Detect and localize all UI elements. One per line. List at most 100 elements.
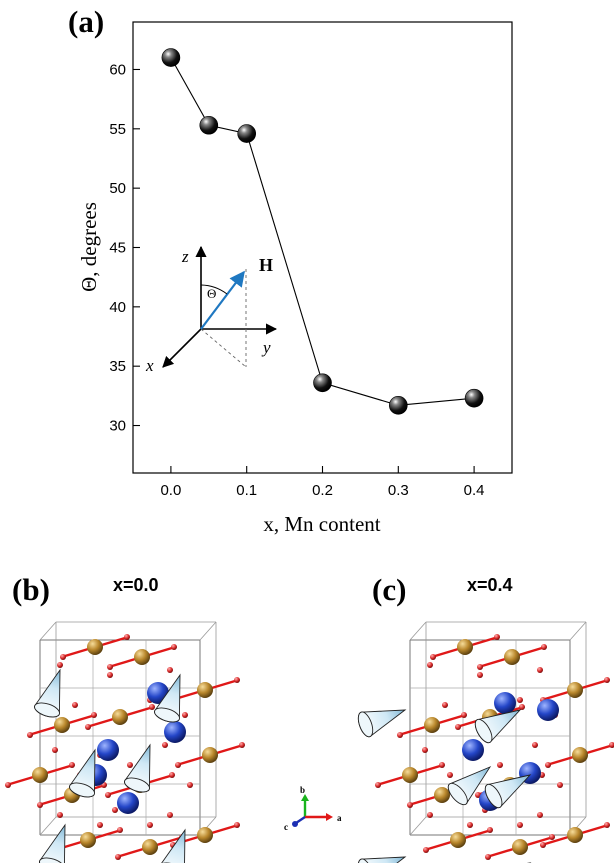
y-label: y xyxy=(261,338,271,357)
spin-cone xyxy=(69,748,96,798)
y-tick-label: 60 xyxy=(109,61,126,78)
oxygen-atom xyxy=(494,634,500,640)
oxygen-atom xyxy=(105,792,111,798)
mn-atom xyxy=(450,832,466,848)
oxygen-atom xyxy=(427,812,433,818)
panel-label-b: (b) xyxy=(12,572,50,607)
oxygen-atom xyxy=(187,782,193,788)
mn-atom xyxy=(512,839,528,855)
oxygen-atom xyxy=(107,664,113,670)
y-axis-label: Θ, degrees xyxy=(77,202,101,292)
spin-cone xyxy=(357,856,407,863)
oxygen-atom xyxy=(60,654,66,660)
structure-x0 xyxy=(5,621,245,863)
rare-earth-atom xyxy=(117,792,139,814)
oxygen-atom xyxy=(72,702,78,708)
mn-atom xyxy=(434,787,450,803)
oxygen-atom xyxy=(127,762,133,768)
oxygen-atom xyxy=(69,762,75,768)
c-axis-label: c xyxy=(284,822,288,832)
oxygen-atom xyxy=(5,782,11,788)
data-point xyxy=(161,48,181,67)
oxygen-atom xyxy=(149,704,155,710)
x-tick-label: 0.0 xyxy=(160,482,181,499)
rare-earth-atom xyxy=(462,739,484,761)
mn-atom xyxy=(54,717,70,733)
oxygen-atom xyxy=(519,704,525,710)
mn-atom xyxy=(567,827,583,843)
spin-cone xyxy=(34,668,61,718)
oxygen-atom xyxy=(532,742,538,748)
oxygen-atom xyxy=(27,732,33,738)
oxygen-atom xyxy=(422,747,428,753)
oxygen-atom xyxy=(485,854,491,860)
spin-cone xyxy=(357,709,407,738)
oxygen-atom xyxy=(171,644,177,650)
data-point xyxy=(237,124,256,143)
oxygen-atom xyxy=(117,827,123,833)
mn-atom xyxy=(202,747,218,763)
mn-atom xyxy=(424,717,440,733)
oxygen-atom xyxy=(97,822,103,828)
spin-cone xyxy=(39,823,66,863)
theta-arc xyxy=(200,284,228,295)
y-tick-label: 55 xyxy=(109,121,126,138)
oxygen-atom xyxy=(477,672,483,678)
spin-cone xyxy=(447,766,492,806)
oxygen-atom xyxy=(147,822,153,828)
spin-cone xyxy=(124,743,151,793)
oxygen-atom xyxy=(604,822,610,828)
oxygen-atom xyxy=(239,742,245,748)
oxygen-atom xyxy=(427,662,433,668)
c-axis-arrow xyxy=(295,816,306,824)
oxygen-atom xyxy=(234,677,240,683)
oxygen-atom xyxy=(477,664,483,670)
oxygen-atom xyxy=(540,842,546,848)
oxygen-atom xyxy=(423,847,429,853)
oxygen-atom xyxy=(52,747,58,753)
y-tick-label: 40 xyxy=(109,299,126,316)
mn-atom xyxy=(457,639,473,655)
x-label: x xyxy=(145,356,154,375)
x-axis-label: x, Mn content xyxy=(263,512,380,536)
theta-label: Θ xyxy=(207,286,216,301)
oxygen-atom xyxy=(175,762,181,768)
x-tick-label: 0.4 xyxy=(464,482,485,499)
oxygen-atom xyxy=(517,822,523,828)
spin-cone xyxy=(154,673,181,723)
x-tick-label: 0.3 xyxy=(388,482,409,499)
oxygen-atom xyxy=(487,827,493,833)
data-point xyxy=(388,396,408,415)
oxygen-atom xyxy=(537,812,543,818)
oxygen-atom xyxy=(604,677,610,683)
rare-earth-atom xyxy=(494,692,516,714)
spin-cone xyxy=(159,828,186,863)
rare-earth-atom xyxy=(97,739,119,761)
oxygen-atom xyxy=(124,634,130,640)
oxygen-atom xyxy=(115,854,121,860)
panel-label-c: (c) xyxy=(372,572,407,607)
structure-x04 xyxy=(357,621,614,863)
b-axis-label: b xyxy=(300,785,305,795)
oxygen-atom xyxy=(407,802,413,808)
h-label: H xyxy=(259,255,273,275)
oxygen-atom xyxy=(467,822,473,828)
structure-title-c: x=0.4 xyxy=(467,575,513,595)
oxygen-atom xyxy=(167,812,173,818)
rare-earth-atom xyxy=(164,721,186,743)
theta-vs-mn-chart: 30 35 40 45 50 55 60 0.0 0.1 0.2 0.3 0.4 x, Mn con… xyxy=(77,21,513,536)
mn-atom xyxy=(567,682,583,698)
oxygen-atom xyxy=(57,662,63,668)
y-tick-label: 45 xyxy=(109,240,126,257)
oxygen-atom xyxy=(430,654,436,660)
z-label: z xyxy=(181,247,189,266)
y-tick-label: 35 xyxy=(109,358,126,375)
panel-label-a: (a) xyxy=(68,4,105,39)
oxygen-atom xyxy=(442,702,448,708)
x-tick-label: 0.1 xyxy=(236,482,257,499)
oxygen-atom xyxy=(375,782,381,788)
a-axis-label: a xyxy=(337,813,342,823)
mn-atom xyxy=(197,827,213,843)
oxygen-atom xyxy=(234,822,240,828)
projection-line xyxy=(200,328,247,368)
